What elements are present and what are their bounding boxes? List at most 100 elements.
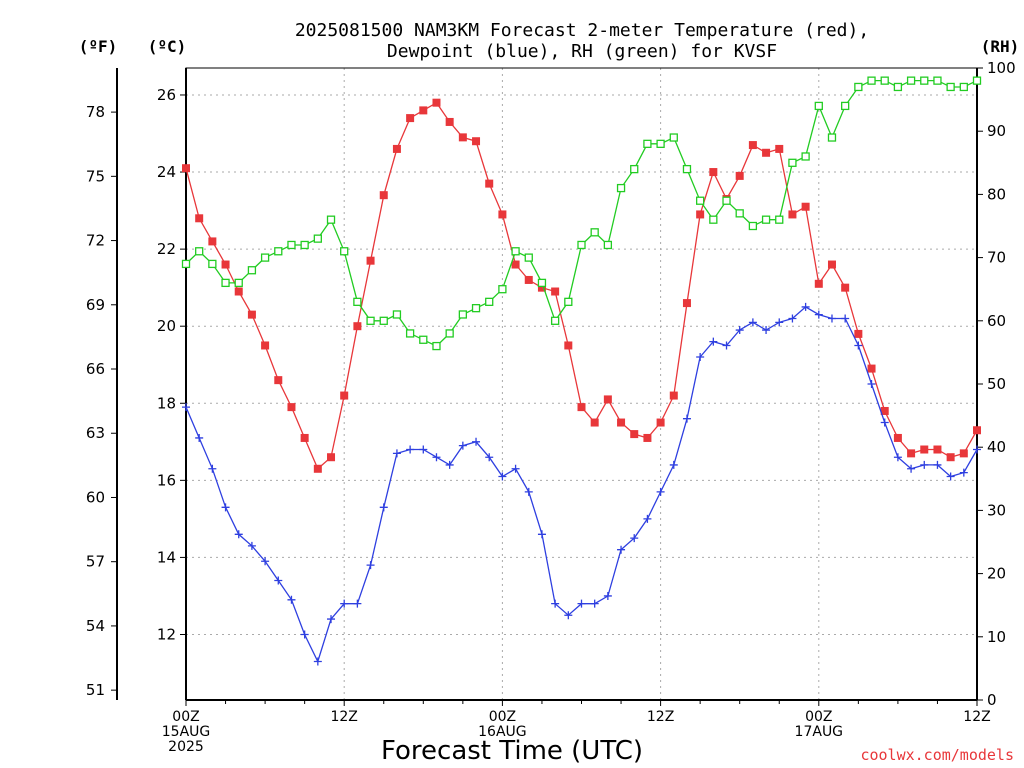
rh-point [458, 310, 468, 319]
temperature-point [445, 117, 454, 126]
x-tick-label: 2025 [168, 739, 204, 755]
dewpoint-point [392, 449, 401, 458]
rh-point [709, 215, 718, 224]
temperature-point [406, 114, 415, 123]
temperature-point [511, 260, 520, 269]
dewpoint-point [814, 310, 823, 319]
rh-point [696, 196, 705, 205]
rh-point [616, 183, 626, 193]
temperature-point [709, 168, 718, 177]
rh-tick-label: 100 [987, 59, 1016, 77]
dewpoint-point [735, 326, 744, 335]
fahrenheit-tick-label: 63 [86, 424, 105, 442]
temperature-point [603, 395, 612, 404]
temperature-point [313, 464, 322, 473]
temperature-point [933, 445, 942, 454]
temperature-point [577, 403, 586, 412]
dewpoint-series-line [185, 306, 978, 664]
rh-point [630, 164, 639, 174]
rh-point [827, 133, 837, 142]
dewpoint-point [867, 380, 876, 388]
dewpoint-point [959, 468, 968, 477]
celsius-tick-label: 20 [157, 317, 176, 335]
rh-tick-label: 60 [987, 312, 1006, 330]
temperature-point [353, 322, 362, 331]
rh-point [313, 234, 322, 243]
temperature-point [841, 283, 850, 292]
temperature-point [788, 210, 797, 219]
x-tick-label: 16AUG [478, 724, 527, 740]
dewpoint-point [577, 599, 586, 608]
x-tick-label: 00Z [489, 709, 516, 725]
temperature-point [643, 433, 652, 442]
temperature-point [867, 364, 876, 373]
dewpoint-point [762, 326, 771, 335]
rh-point [854, 82, 863, 92]
dewpoint-point [524, 487, 533, 496]
rh-tick-label: 90 [987, 122, 1006, 140]
dewpoint-point [880, 418, 889, 427]
dewpoint-point [643, 514, 652, 523]
rh-point [498, 285, 507, 294]
rh-point [392, 310, 402, 319]
unit-rh-label: (RH) [981, 37, 1020, 56]
temperature-point [946, 453, 955, 462]
dewpoint-point [419, 445, 428, 454]
x-tick-label: 00Z [172, 709, 199, 725]
temperature-point [973, 426, 981, 435]
temperature-point [458, 133, 467, 142]
dewpoint-point [379, 503, 388, 512]
credit-link[interactable]: coolwx.com/models [860, 746, 1014, 764]
temperature-point [617, 418, 626, 427]
temperature-point [432, 98, 441, 107]
dewpoint-point [722, 341, 731, 350]
dewpoint-point [841, 314, 850, 323]
rh-point [247, 266, 257, 275]
celsius-tick-label: 26 [157, 86, 176, 104]
temperature-point [366, 256, 375, 265]
rh-point [366, 316, 375, 325]
rh-tick-label: 70 [987, 249, 1006, 267]
rh-point [761, 215, 771, 224]
temperature-point [261, 341, 270, 350]
temperature-point [814, 279, 823, 288]
dewpoint-point [458, 441, 467, 450]
temperature-point [247, 310, 256, 319]
rh-point [946, 82, 955, 92]
dewpoint-point [221, 503, 230, 512]
dewpoint-point [247, 541, 256, 550]
rh-point [432, 341, 441, 351]
celsius-tick-label: 12 [157, 625, 176, 643]
temperature-point [669, 391, 678, 400]
celsius-tick-label: 14 [157, 548, 176, 566]
temperature-point [195, 214, 204, 223]
dewpoint-point [274, 576, 283, 585]
dewpoint-point [445, 460, 454, 469]
temperature-point [274, 376, 283, 385]
rh-point [208, 259, 217, 269]
fahrenheit-tick-label: 57 [86, 553, 105, 571]
dewpoint-point [485, 453, 494, 462]
rh-point [590, 228, 599, 237]
temperature-point [287, 403, 296, 412]
rh-point [972, 76, 982, 85]
dewpoint-point [775, 318, 784, 327]
temperature-point [696, 210, 705, 219]
rh-point [537, 278, 547, 288]
fahrenheit-tick-label: 75 [86, 167, 105, 185]
rh-point [841, 101, 850, 111]
fahrenheit-tick-label: 78 [86, 103, 105, 121]
x-tick-label: 15AUG [162, 724, 211, 740]
unit-fahrenheit-label: (ºF) [79, 37, 118, 56]
rh-point [920, 76, 929, 85]
dewpoint-point [261, 557, 270, 566]
rh-point [906, 76, 916, 85]
dewpoint-point [498, 472, 507, 481]
dewpoint-point [709, 337, 718, 346]
dewpoint-point [656, 487, 665, 496]
rh-point [405, 329, 415, 338]
rh-point [933, 76, 942, 85]
rh-point [234, 278, 243, 288]
temperature-point [392, 144, 401, 153]
temperature-point [748, 141, 757, 150]
